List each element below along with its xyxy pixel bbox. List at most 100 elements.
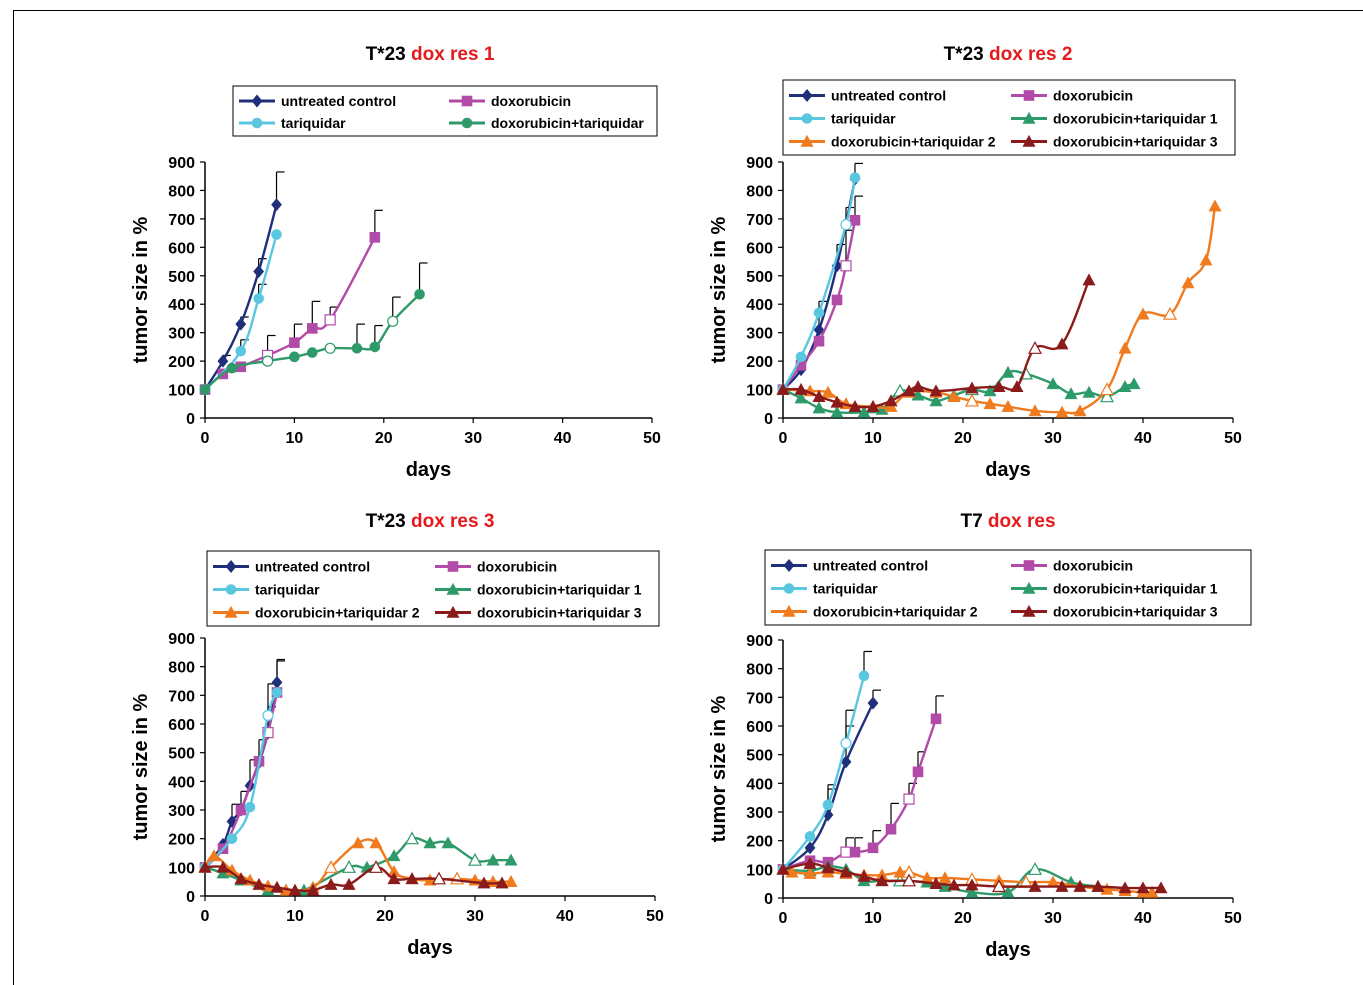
data-point bbox=[235, 317, 247, 331]
x-tick-label: 50 bbox=[1224, 910, 1242, 927]
data-point bbox=[1118, 341, 1132, 354]
legend-label: doxorubicin+tariquidar 3 bbox=[1053, 134, 1218, 150]
data-point bbox=[794, 382, 808, 395]
legend-label: doxorubicin+tariquidar 1 bbox=[1053, 581, 1218, 597]
data-point bbox=[849, 846, 861, 858]
legend-label: tariquidar bbox=[281, 115, 346, 131]
data-point bbox=[441, 836, 455, 849]
legend-marker bbox=[1023, 90, 1035, 101]
legend-box bbox=[782, 79, 1236, 156]
data-point bbox=[902, 384, 916, 397]
data-point bbox=[216, 860, 230, 873]
data-point bbox=[813, 307, 825, 319]
data-point bbox=[504, 853, 518, 866]
y-tick-label: 500 bbox=[746, 269, 773, 286]
data-point bbox=[253, 293, 264, 304]
data-point bbox=[288, 883, 302, 896]
y-axis-label: tumor size in % bbox=[708, 695, 730, 842]
data-point bbox=[271, 229, 282, 240]
data-point bbox=[947, 878, 961, 891]
x-tick-label: 50 bbox=[646, 908, 664, 925]
x-tick-label: 10 bbox=[286, 430, 304, 447]
data-point bbox=[467, 852, 483, 866]
y-tick-label: 0 bbox=[186, 411, 195, 428]
legend-label: doxorubicin bbox=[1053, 558, 1133, 574]
data-point bbox=[965, 381, 979, 394]
legend-marker bbox=[447, 561, 459, 572]
legend-marker bbox=[446, 582, 460, 595]
data-point bbox=[404, 831, 420, 845]
x-tick-label: 10 bbox=[864, 430, 882, 447]
data-point bbox=[1064, 387, 1078, 400]
legend-label: doxorubicin+tariquidar 3 bbox=[1053, 604, 1218, 620]
series-line bbox=[781, 177, 857, 391]
data-point bbox=[866, 399, 880, 412]
data-point bbox=[813, 323, 825, 337]
x-tick-label: 20 bbox=[376, 908, 394, 925]
y-tick-label: 500 bbox=[168, 746, 195, 763]
data-point bbox=[804, 841, 816, 855]
legend-marker bbox=[1022, 581, 1036, 594]
data-point bbox=[930, 713, 942, 725]
data-point bbox=[226, 362, 238, 374]
data-point bbox=[1073, 404, 1087, 417]
y-tick-label: 300 bbox=[746, 805, 773, 822]
data-point bbox=[938, 871, 952, 884]
data-point bbox=[261, 355, 274, 367]
data-point bbox=[271, 675, 283, 689]
data-point bbox=[992, 380, 1006, 393]
data-point bbox=[1028, 879, 1042, 892]
series-line bbox=[204, 293, 421, 391]
x-tick-label: 20 bbox=[375, 430, 393, 447]
x-tick-label: 50 bbox=[1224, 430, 1242, 447]
data-point bbox=[849, 215, 861, 226]
y-axis-label: tumor size in % bbox=[708, 216, 730, 363]
x-tick-label: 0 bbox=[779, 430, 788, 447]
data-point bbox=[1028, 404, 1042, 417]
data-point bbox=[840, 737, 852, 749]
x-tick-label: 20 bbox=[954, 430, 972, 447]
data-point bbox=[1046, 377, 1060, 390]
data-point bbox=[199, 384, 211, 395]
legend-label: doxorubicin bbox=[491, 93, 571, 109]
data-point bbox=[324, 342, 336, 354]
data-point bbox=[423, 836, 437, 849]
chart-panel-1: T*23 dox res 1 untreated control doxorubic… bbox=[130, 44, 661, 481]
y-tick-label: 100 bbox=[168, 860, 195, 877]
legend-label: doxorubicin+tariquidar bbox=[491, 115, 644, 131]
chart-title: T*23 dox res 3 bbox=[366, 511, 495, 532]
data-point bbox=[289, 351, 300, 363]
x-tick-label: 0 bbox=[201, 430, 210, 447]
data-point bbox=[342, 877, 356, 890]
chart-title: T*23 dox res 2 bbox=[944, 44, 1073, 65]
x-axis-label: days bbox=[985, 459, 1031, 481]
data-point bbox=[840, 846, 852, 858]
data-point bbox=[821, 861, 835, 874]
chart-panel-2: T*23 dox res 2 untreated control doxorubic… bbox=[708, 44, 1242, 481]
data-point bbox=[351, 343, 363, 354]
data-point bbox=[929, 877, 943, 889]
data-point bbox=[803, 856, 817, 869]
legend-label: doxorubicin bbox=[1053, 88, 1133, 104]
y-tick-label: 300 bbox=[168, 803, 195, 820]
data-point bbox=[964, 393, 980, 407]
data-point bbox=[830, 395, 844, 408]
data-point bbox=[262, 709, 274, 722]
legend-label: tariquidar bbox=[813, 581, 878, 597]
legend-label: tariquidar bbox=[255, 582, 320, 598]
data-point bbox=[830, 405, 844, 418]
data-point bbox=[351, 836, 365, 849]
y-tick-label: 800 bbox=[746, 662, 773, 679]
data-point bbox=[217, 354, 229, 368]
data-point bbox=[965, 885, 979, 898]
y-tick-label: 900 bbox=[746, 155, 773, 172]
chart-panel-4: T7 dox res untreated control doxorubicin ta… bbox=[708, 511, 1252, 961]
x-tick-label: 0 bbox=[779, 910, 788, 927]
data-point bbox=[867, 696, 879, 710]
y-tick-label: 200 bbox=[746, 834, 773, 851]
data-point bbox=[840, 260, 852, 272]
y-tick-label: 300 bbox=[168, 326, 195, 343]
y-tick-label: 200 bbox=[168, 354, 195, 371]
y-tick-label: 100 bbox=[168, 383, 195, 400]
